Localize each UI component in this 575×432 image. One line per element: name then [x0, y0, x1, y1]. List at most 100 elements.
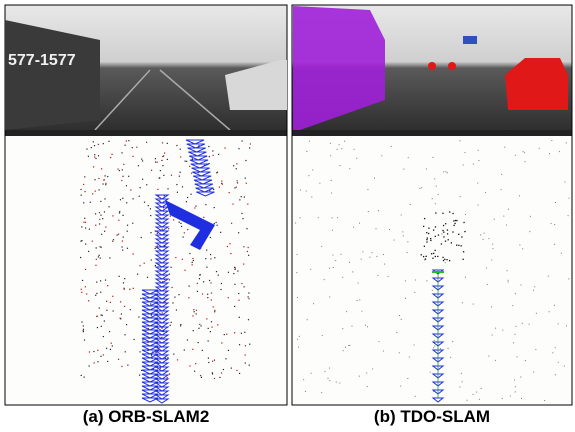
map-point — [341, 148, 342, 149]
map-point — [198, 342, 199, 343]
map-point — [433, 229, 434, 230]
map-point — [519, 244, 520, 245]
map-point — [463, 251, 464, 252]
map-point — [306, 151, 307, 152]
map-point — [555, 202, 556, 203]
map-point — [214, 311, 215, 312]
map-point — [112, 345, 113, 346]
map-point — [381, 155, 382, 156]
map-point — [319, 183, 320, 184]
map-point — [383, 351, 384, 352]
map-point — [155, 352, 156, 353]
map-point — [246, 228, 247, 229]
map-point — [104, 231, 105, 232]
map-point — [192, 349, 193, 350]
map-point — [428, 233, 429, 234]
map-point — [112, 215, 113, 216]
map-point — [171, 287, 172, 288]
map-point — [222, 184, 223, 185]
map-point — [194, 371, 195, 372]
map-point — [564, 181, 565, 182]
map-point — [508, 209, 509, 210]
map-point — [199, 324, 200, 325]
map-point — [414, 292, 415, 293]
map-point — [492, 335, 493, 336]
map-point — [198, 328, 199, 329]
map-point — [217, 324, 218, 325]
map-point — [354, 149, 355, 150]
map-point — [104, 175, 105, 176]
map-point — [212, 150, 213, 151]
map-point — [142, 339, 143, 340]
map-point — [376, 256, 377, 257]
map-point — [184, 270, 185, 271]
map-point — [118, 234, 119, 235]
map-point — [483, 239, 484, 240]
map-point — [84, 176, 85, 177]
map-point — [421, 254, 422, 255]
map-point — [465, 214, 466, 215]
map-point — [180, 172, 181, 173]
map-point — [245, 362, 246, 363]
map-point — [107, 285, 108, 286]
map-point — [100, 258, 101, 259]
map-point — [96, 247, 97, 248]
map-point — [423, 226, 424, 227]
map-point — [459, 140, 460, 141]
map-point — [515, 386, 516, 387]
map-point — [221, 342, 222, 343]
map-point — [104, 211, 105, 212]
map-point — [379, 341, 380, 342]
map-point — [244, 196, 245, 197]
map-point — [244, 332, 245, 333]
map-point — [150, 232, 151, 233]
map-point — [465, 277, 466, 278]
map-point — [103, 143, 104, 144]
map-point — [396, 332, 397, 333]
map-point — [452, 341, 453, 342]
map-point — [437, 256, 438, 257]
map-point — [187, 339, 188, 340]
map-point — [235, 267, 236, 268]
map-point — [366, 373, 367, 374]
map-point — [554, 224, 555, 225]
map-point — [502, 330, 503, 331]
map-point — [564, 365, 565, 366]
map-point — [329, 296, 330, 297]
map-point — [203, 217, 204, 218]
map-point — [189, 166, 190, 167]
map-point — [144, 202, 145, 203]
map-point — [176, 145, 177, 146]
map-point — [415, 396, 416, 397]
map-point — [472, 394, 473, 395]
map-point — [407, 252, 408, 253]
map-point — [89, 351, 90, 352]
map-point — [178, 294, 179, 295]
map-point — [374, 178, 375, 179]
map-point — [233, 165, 234, 166]
map-point — [84, 191, 85, 192]
map-point — [161, 337, 162, 338]
map-point — [430, 240, 431, 241]
map-point — [80, 189, 81, 190]
map-point — [169, 279, 170, 280]
map-point — [568, 278, 569, 279]
map-point — [208, 358, 209, 359]
map-point — [522, 248, 523, 249]
map-point — [140, 187, 141, 188]
map-point — [171, 267, 172, 268]
map-point — [210, 237, 211, 238]
map-point — [324, 371, 325, 372]
map-point — [197, 283, 198, 284]
map-point — [237, 182, 238, 183]
map-point — [444, 259, 445, 260]
map-point — [464, 231, 465, 232]
map-point — [452, 213, 453, 214]
map-point — [215, 222, 216, 223]
map-point — [176, 309, 177, 310]
map-point — [239, 373, 240, 374]
map-point — [213, 306, 214, 307]
map-point — [478, 205, 479, 206]
map-point — [121, 180, 122, 181]
map-point — [405, 280, 406, 281]
